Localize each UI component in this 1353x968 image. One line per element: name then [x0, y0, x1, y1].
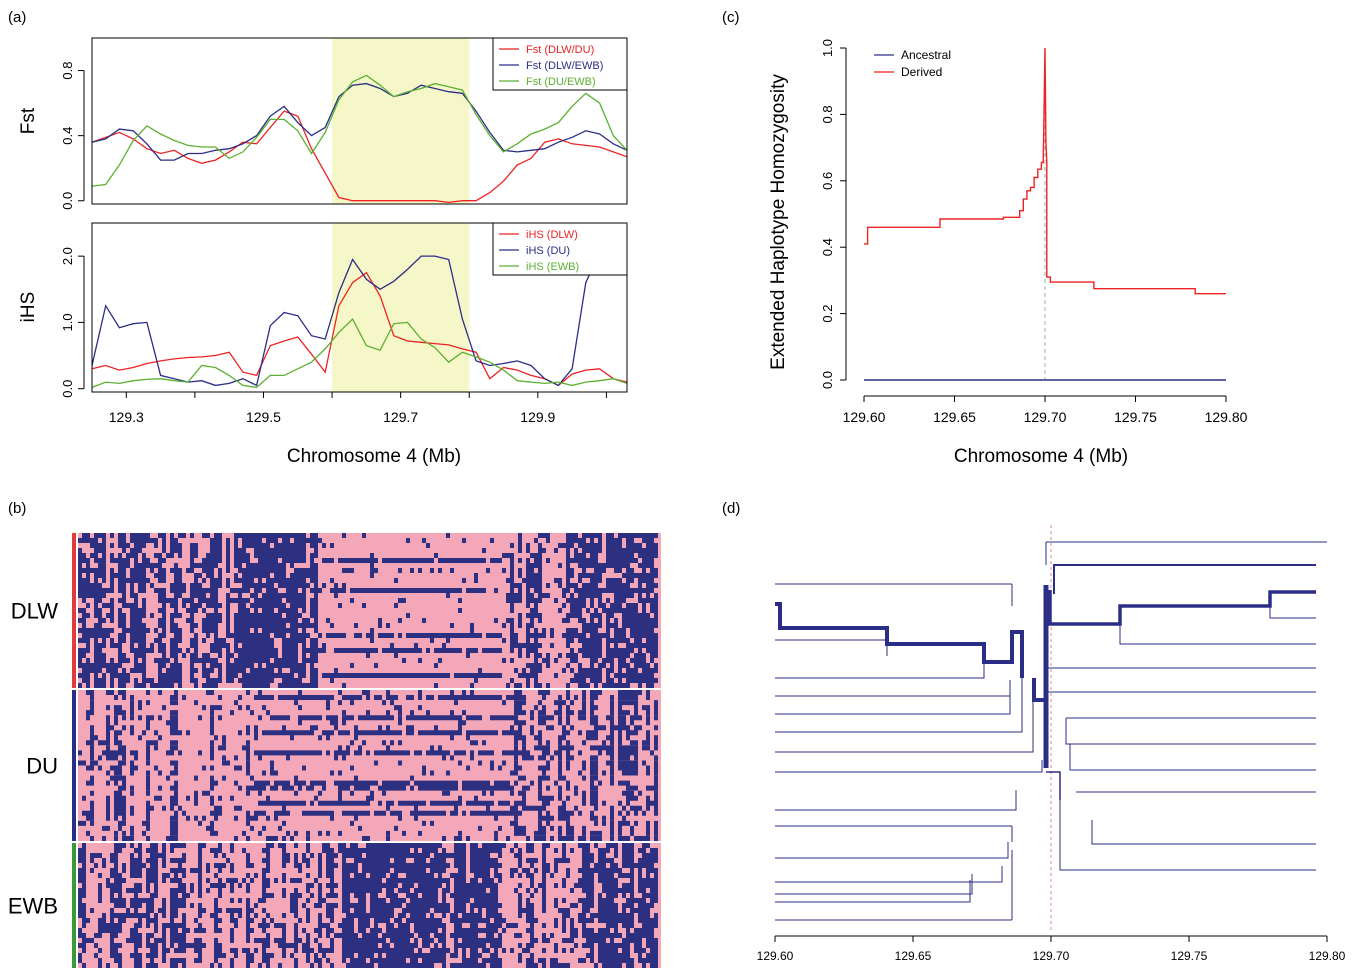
panel-label-a: (a) — [8, 9, 26, 26]
heatmap-group-label-du: DU — [26, 754, 58, 779]
bifurcation-branch-thin — [775, 696, 1011, 715]
panel-label-c: (c) — [722, 9, 740, 26]
bifurcation-branch-thick — [1046, 771, 1061, 800]
bifurcation-branch-thin — [775, 680, 1011, 697]
ihs-x-tick-label: 129.7 — [383, 409, 418, 425]
ehh-x-tick-label: 129.80 — [1205, 409, 1248, 425]
ihs-series-2-line — [91, 245, 628, 387]
bifurcation-x-tick-label: 129.75 — [1171, 949, 1208, 963]
bifurcation-branch-thin — [1269, 604, 1316, 619]
fst-legend: Fst (DLW/DU) Fst (DLW/EWB) Fst (DU/EWB) — [492, 37, 628, 91]
ihs-x-tick-label: 129.5 — [246, 409, 281, 425]
haplotype-heatmap: DLW DU EWB — [8, 533, 661, 968]
bifurcation-x-tick-label: 129.65 — [895, 949, 932, 963]
ihs-series-1-line — [91, 271, 628, 387]
ihs-chart: 0.0 1.0 2.0 129.3 129.5 129.7 129.9 iHS Chrom… — [18, 222, 628, 467]
fst-y-axis-label: Fst — [18, 107, 39, 134]
ihs-plot-frame — [91, 222, 628, 393]
fst-series-2-line — [91, 82, 628, 161]
ehh-x-tick-label: 129.65 — [933, 409, 976, 425]
ehh-y-tick-label: 0.6 — [820, 172, 835, 190]
ihs-x-axis-label: Chromosome 4 (Mb) — [287, 446, 461, 467]
fst-legend-label: Fst (DU/EWB) — [526, 76, 596, 88]
ehh-y-tick-label: 0.0 — [820, 371, 835, 389]
heatmap-group-label-dlw: DLW — [11, 599, 58, 624]
bifurcation-branch-thin — [775, 874, 973, 895]
ihs-y-tick-label: 2.0 — [60, 247, 75, 265]
fst-highlight-region — [332, 38, 470, 204]
ehh-y-tick-label: 0.4 — [820, 238, 835, 256]
bifurcation-branch-thick — [1053, 564, 1316, 594]
ihs-legend: iHS (DLW) iHS (DU) iHS (EWB) — [492, 222, 628, 276]
ehh-x-tick-label: 129.70 — [1024, 409, 1067, 425]
ehh-x-tick-label: 129.60 — [843, 409, 886, 425]
bifurcation-branch-thick — [1048, 590, 1316, 626]
bifurcation-branch-thin — [775, 790, 1017, 811]
panel-label-d: (d) — [722, 500, 740, 517]
fst-legend-label: Fst (DLW/EWB) — [526, 60, 603, 72]
fst-y-tick-label: 0.0 — [60, 192, 75, 210]
bifurcation-branch-thin — [1065, 718, 1316, 745]
ihs-y-tick-label: 1.0 — [60, 313, 75, 331]
bifurcation-x-tick-label: 129.60 — [757, 949, 794, 963]
bifurcation-branch-thin — [775, 842, 1009, 859]
heatmap-cells-ewb — [78, 843, 658, 968]
ihs-x-tick-label: 129.9 — [520, 409, 555, 425]
heatmap-group-label-ewb: EWB — [8, 894, 58, 919]
bifurcation-branch-thin — [1091, 820, 1316, 845]
bifurcation-branch-thin — [1119, 606, 1316, 645]
bifurcation-branch-thin — [1047, 668, 1316, 693]
heatmap-cells-dlw — [78, 533, 658, 688]
fst-plot-frame — [91, 37, 628, 205]
bifurcation-branch-thin — [775, 662, 985, 679]
heatmap-group-bar-du — [72, 690, 76, 841]
panel-label-b: (b) — [8, 500, 26, 517]
ehh-x-axis-label: Chromosome 4 (Mb) — [954, 446, 1128, 467]
ehh-x-tick-label: 129.75 — [1114, 409, 1157, 425]
fst-series-1-line — [91, 110, 628, 204]
heatmap-cells-du — [78, 690, 658, 841]
ehh-legend-label: Ancestral — [901, 48, 951, 62]
bifurcation-diagram: 129.60 129.65 129.70 129.75 129.80 — [757, 525, 1346, 963]
ehh-series-derived-line — [864, 47, 1226, 295]
fst-legend-label: Fst (DLW/DU) — [526, 44, 594, 56]
ehh-legend-label: Derived — [901, 65, 942, 79]
bifurcation-branch-thin — [775, 760, 1043, 773]
ehh-y-tick-label: 1.0 — [820, 39, 835, 57]
ihs-series-3-line — [91, 318, 628, 389]
heatmap-group-bar-ewb — [72, 843, 76, 968]
ihs-legend-label: iHS (EWB) — [526, 261, 579, 273]
ihs-legend-label: iHS (DLW) — [526, 229, 578, 241]
fst-series-3-line — [91, 74, 628, 187]
bifurcation-branch-thin — [775, 700, 1034, 753]
ehh-y-tick-label: 0.8 — [820, 105, 835, 123]
ihs-y-axis-label: iHS — [18, 292, 39, 323]
bifurcation-branch-thin — [1059, 800, 1316, 871]
ihs-highlight-region — [332, 223, 470, 392]
ehh-legend: Ancestral Derived — [874, 48, 951, 79]
ehh-chart: 0.0 0.2 0.4 0.6 0.8 1.0 129.60 129.65 129.70 129… — [768, 39, 1248, 467]
fst-y-tick-label: 0.4 — [60, 127, 75, 145]
ihs-x-tick-label: 129.3 — [109, 409, 144, 425]
bifurcation-x-tick-label: 129.70 — [1033, 949, 1070, 963]
fst-chart: 0.00.40.8 Fst Fst (DLW/DU)Fst (DLW/EWB)F… — [18, 37, 628, 210]
ehh-y-axis-label: Extended Haplotype Homozygosity — [768, 74, 789, 370]
bifurcation-branch-thin — [1069, 744, 1316, 771]
ihs-legend-label: iHS (DU) — [526, 245, 570, 257]
bifurcation-x-tick-label: 129.80 — [1309, 949, 1346, 963]
bifurcation-branch-thin — [775, 880, 971, 903]
ehh-y-tick-label: 0.2 — [820, 305, 835, 323]
bifurcation-branch-thin — [775, 866, 1003, 883]
fst-y-tick-label: 0.8 — [60, 62, 75, 80]
bifurcation-branch-thick — [775, 602, 1024, 678]
ihs-y-tick-label: 0.0 — [60, 380, 75, 398]
heatmap-group-bar-dlw — [72, 533, 76, 688]
